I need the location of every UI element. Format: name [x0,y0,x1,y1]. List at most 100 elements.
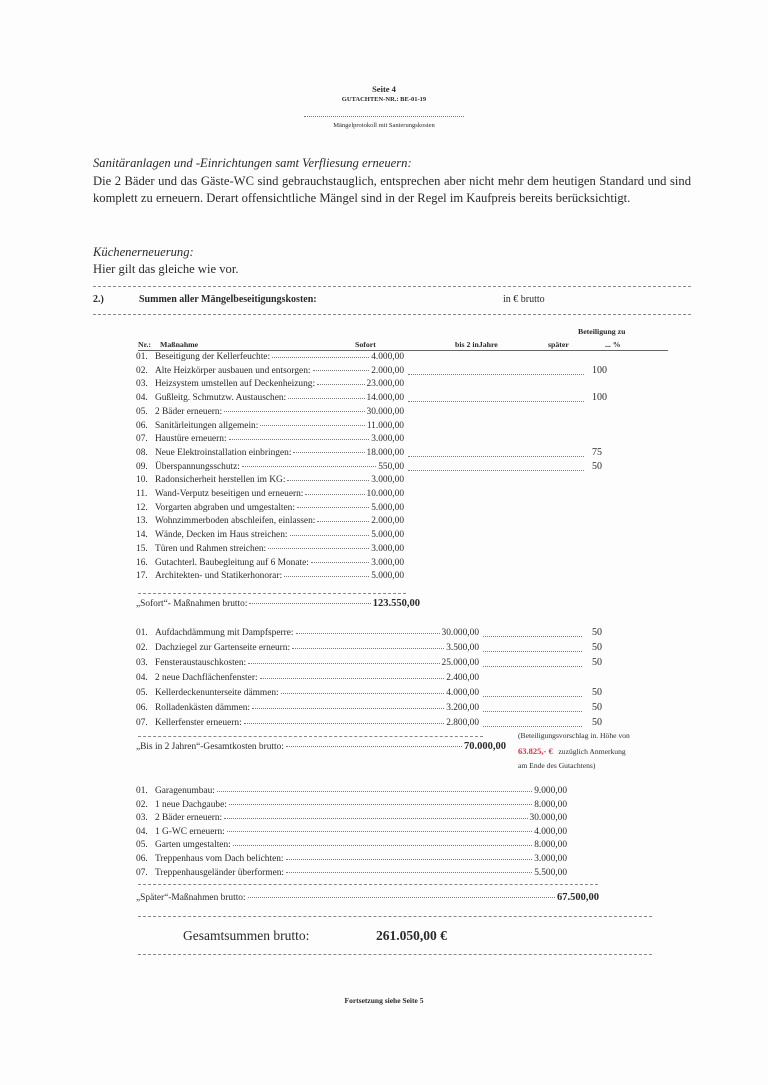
row-amount: 3.000,00 [371,557,404,568]
table-row: 06. Sanitärleitungen allgemein: 11.000,00 [136,421,404,431]
row-number: 02. [136,365,148,376]
divider [138,954,652,955]
dot-leader [289,534,370,536]
dot-leader [483,726,582,727]
row-number: 03. [136,379,148,390]
divider [138,884,598,885]
row-amount: 8.000,00 [534,799,567,810]
col-nr: Nr.: [138,340,151,349]
table-row: 10. Radonsicherheit herstellen im KG: 3.00… [136,475,404,485]
row-number: 05. [136,688,148,698]
row-amount: 5.000,00 [371,530,404,541]
dot-leader [216,790,533,792]
row-share: 100 [592,392,607,404]
sanitaer-text: Die 2 Bäder und das Gäste-WC sind gebrau… [93,174,691,205]
row-amount: 9.000,00 [534,786,567,796]
dot-leader [296,507,370,509]
row-amount: 4.000,00 [534,826,567,837]
table-row: 16. Gutachterl. Baubegleitung auf 6 Monat… [136,558,404,568]
dot-leader [408,455,584,457]
row-amount: 5.500,00 [534,867,567,878]
divider [93,286,691,287]
row-share: 50 [592,702,602,713]
table-row: 09. Überspannungsschutz: 550,00 [136,462,404,472]
col-measure: Maßnahme [160,340,199,349]
row-amount: 550,00 [378,461,404,472]
dot-leader [310,562,370,563]
later-total: 67.500,00 [557,892,599,903]
row-number: 14. [136,530,148,541]
row-number: 07. [136,718,148,728]
row-amount: 2.400,00 [446,673,479,683]
table-row: 04. 1 G-WC erneuern: 4.000,00 [136,827,567,837]
row-share: 50 [592,627,602,638]
table-row: 12. Vorgarten abgraben und umgestalten: 5.… [136,503,404,513]
table-row: 15. Türen und Rahmen streichen: 3.000,00 [136,544,404,554]
dot-leader [284,575,370,577]
row-label: Wände, Decken im Haus streichen: [155,530,288,541]
row-amount: 3.000,00 [371,475,404,486]
grand-total: 261.050,00 € [376,928,447,943]
row-label: Sanitärleitungen allgemein: [155,420,259,431]
row-number: 16. [136,557,148,568]
row-amount: 3.000,00 [534,854,567,864]
row-amount: 5.000,00 [371,571,404,582]
dot-leader [483,696,582,697]
table-row: 03. 2 Bäder erneuern: 30.000,00 [136,813,567,823]
row-number: 07. [136,434,148,445]
row-amount: 5.000,00 [371,502,404,513]
row-number: 05. [136,840,148,851]
table-row: 04. Gußleitg. Schmutzw. Austauschen: 14.00… [136,393,404,403]
share-note-1: (Beteiligungsvorschlag in. Höhe von [518,731,630,740]
table-row: 02. Dachziegel zur Gartenseite erneurn: 3.… [136,643,479,653]
dot-leader [317,520,370,522]
row-amount: 2.800,00 [446,718,479,728]
row-label: Treppenhausgeländer überformen: [155,867,285,878]
row-label: 2 neue Dachflächenfenster: [155,673,258,683]
currency-unit: in € brutto [503,294,545,305]
table-row: 05. 2 Bäder erneuern: 30.000,00 [136,407,404,417]
row-share: 50 [592,642,602,653]
section-title: Summen aller Mängelbeseitigungskosten: [139,294,317,305]
row-label: Aufdachdämmung mit Dampfsperre: [155,628,294,638]
row-amount: 23.000,00 [366,379,405,390]
row-label: 2 Bäder erneuern: [155,813,223,824]
table-row: 03. Heizsystem umstellen auf Deckenheizun… [136,379,404,389]
row-label: Radonsicherheit herstellen im KG: [155,475,286,486]
row-share: 50 [592,657,602,668]
page-number: Seite 4 [372,84,396,94]
divider [93,314,691,315]
table-row: 01. Beseitigung der Kellerfeuchte: 4.000,0… [136,352,404,362]
row-amount: 10.000,00 [366,489,405,499]
row-share: 50 [592,460,602,472]
grand-total-label: Gesamtsummen brutto: [183,928,310,943]
dot-leader [259,677,445,679]
dot-leader [408,401,584,403]
row-share: 50 [592,717,602,728]
table-row: 17. Architekten- und Statikerhonorar: 5.00… [136,571,404,581]
dot-leader [292,647,445,649]
row-amount: 3.000,00 [371,434,404,445]
table-row: 07. Haustüre erneuern: 3.000,00 [136,434,404,444]
row-number: 01. [136,352,148,362]
kueche-text: Hier gilt das gleiche wie vor. [93,262,239,276]
row-amount: 2.000,00 [371,516,404,527]
dot-leader [272,356,370,358]
row-share: 100 [592,364,607,376]
row-label: Garten umgestalten: [155,840,231,851]
col-share-1: Beteiligung zu [578,327,626,336]
header-underline [138,350,668,351]
row-label: Neue Elektroinstallation einbringen: [155,447,292,458]
dot-leader [295,632,440,634]
dot-leader [280,692,445,694]
row-number: 06. [136,854,148,864]
two-years-total: 70.000,00 [464,741,506,752]
footer-continuation: Fortsetzung siehe Seite 5 [344,996,424,1005]
row-label: Türen und Rahmen streichen: [155,543,267,554]
row-number: 04. [136,673,148,683]
row-label: 1 neue Dachgaube: [155,799,227,810]
table-row: 05. Garten umgestalten: 8.000,00 [136,840,567,850]
section-number: 2.) [93,294,104,305]
dot-leader [243,722,445,724]
